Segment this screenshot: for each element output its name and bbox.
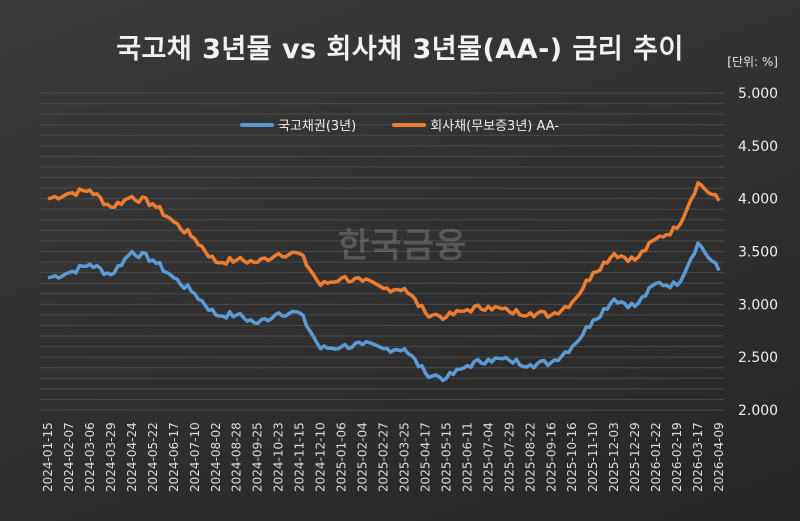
x-tick-label: 2025-11-10 — [586, 422, 600, 492]
legend-label: 국고채권(3년) — [278, 119, 357, 134]
x-tick-label: 2025-04-17 — [418, 422, 432, 492]
legend-swatch-orange-icon — [392, 122, 427, 127]
data-lines — [47, 181, 721, 383]
x-tick-label: 2025-10-16 — [565, 422, 579, 492]
x-tick-label: 2026-03-17 — [691, 422, 705, 492]
x-tick-label: 2025-12-29 — [628, 422, 642, 492]
y-tick-label: 4.500 — [738, 139, 778, 155]
x-tick-label: 2025-12-03 — [607, 422, 621, 492]
y-tick-label: 3.500 — [738, 245, 778, 261]
chart-title: 국고채 3년물 vs 회사채 3년물(AA-) 금리 추이 — [116, 34, 684, 65]
x-tick-label: 2026-01-22 — [649, 422, 663, 492]
legend-swatch-blue-icon — [240, 122, 274, 127]
watermark-logo: 한국금융 — [338, 226, 468, 266]
x-tick-label: 2025-02-04 — [356, 422, 370, 492]
legend-item-gov-bond: 국고채권(3년) — [240, 115, 356, 134]
x-tick-label: 2024-08-28 — [230, 422, 244, 492]
x-tick-label: 2026-02-19 — [670, 422, 684, 492]
x-tick-label: 2025-07-29 — [502, 422, 516, 492]
legend: 국고채권(3년) 회사채(무보증3년) AA- — [240, 115, 559, 134]
x-tick-label: 2025-08-22 — [523, 422, 537, 492]
x-tick-label: 2024-03-06 — [83, 422, 97, 492]
x-tick-label: 2025-03-25 — [397, 422, 411, 492]
y-axis-ticks: 2.000 2.500 3.000 3.500 4.000 4.500 5.000 — [738, 86, 778, 419]
x-tick-label: 2025-01-06 — [335, 422, 349, 492]
unit-label: [단위: %] — [727, 55, 778, 69]
x-tick-label: 2024-02-07 — [62, 422, 76, 492]
y-tick-label: 5.000 — [738, 86, 778, 102]
gov-bond-line — [47, 241, 721, 383]
x-tick-label: 2024-01-15 — [41, 422, 55, 492]
x-tick-label: 2024-09-25 — [251, 422, 265, 492]
y-tick-label: 2.500 — [738, 350, 778, 366]
x-tick-label: 2026-04-09 — [712, 422, 726, 492]
y-tick-label: 2.000 — [738, 403, 778, 419]
x-tick-label: 2024-12-10 — [314, 422, 328, 492]
legend-label: 회사채(무보증3년) AA- — [430, 119, 560, 134]
x-tick-label: 2025-02-27 — [377, 422, 391, 492]
y-tick-label: 3.000 — [738, 297, 778, 313]
x-tick-label: 2024-04-24 — [125, 422, 139, 492]
x-tick-label: 2024-11-15 — [293, 422, 307, 492]
x-axis-ticks: 2024-01-15 2024-02-07 2024-03-06 2024-03-29… — [41, 422, 726, 492]
x-tick-label: 2024-07-10 — [188, 422, 202, 492]
x-tick-label: 2025-05-15 — [439, 422, 453, 492]
x-tick-label: 2024-08-02 — [209, 422, 223, 492]
x-tick-label: 2025-06-11 — [460, 422, 474, 492]
corp-bond-line — [47, 181, 721, 322]
x-tick-label: 2024-03-29 — [104, 422, 118, 492]
x-tick-label: 2025-07-04 — [481, 422, 495, 492]
y-tick-label: 4.000 — [738, 192, 778, 208]
x-tick-label: 2024-05-22 — [146, 422, 160, 492]
x-tick-label: 2025-09-16 — [544, 422, 558, 492]
x-tick-label: 2024-06-17 — [167, 422, 181, 492]
x-tick-label: 2024-10-23 — [272, 422, 286, 492]
legend-item-corp-bond: 회사채(무보증3년) AA- — [392, 115, 559, 134]
